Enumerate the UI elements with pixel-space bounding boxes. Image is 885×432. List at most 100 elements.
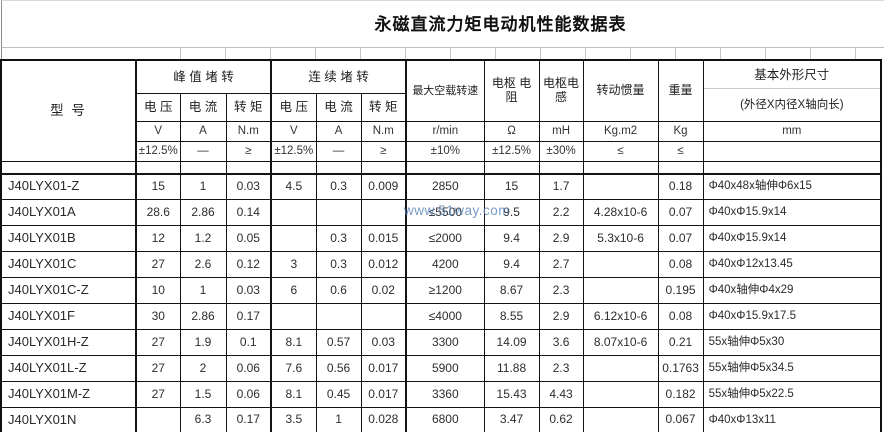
tolerance-cell: ±10% (405, 141, 485, 162)
value-cell: 0.08 (657, 303, 704, 330)
value-cell: 0.028 (360, 407, 407, 432)
header-model: 型 号 (0, 59, 137, 162)
value-cell: 5.3x10-6 (582, 225, 659, 252)
header-moment-of-inertia: 转动惯量 (582, 59, 659, 122)
value-cell: 15 (135, 173, 181, 200)
header-weight: 重量 (657, 59, 704, 122)
value-cell: 0.03 (225, 173, 272, 200)
value-cell: 0.3 (315, 251, 362, 278)
value-cell: 0.06 (225, 381, 272, 408)
spacer-cell (270, 161, 317, 175)
spacer-cell (538, 161, 584, 175)
tolerance-cell: ≤ (582, 141, 659, 162)
spacer-cell (225, 161, 272, 175)
model-cell: J40LYX01C-Z (0, 277, 137, 304)
value-cell (582, 277, 659, 304)
model-cell: J40LYX01N (0, 407, 137, 432)
tolerance-cell: ±12.5% (135, 141, 181, 162)
dimensions-cell: 55x轴伸Φ5x30 (702, 329, 882, 356)
table-row: J40LYX01N 6.3 0.17 3.5 1 0.028 6800 3.47 0.62 0.0… (0, 407, 882, 432)
value-cell: 0.07 (657, 199, 704, 226)
value-cell (360, 303, 407, 330)
spacer-cell (483, 161, 540, 175)
header-cont-voltage: 电 压 (270, 93, 317, 122)
value-cell: 15.43 (483, 381, 540, 408)
spacer-cell (360, 161, 407, 175)
value-cell: 2.86 (179, 303, 227, 330)
value-cell: 2.2 (538, 199, 584, 226)
dimensions-cell: Φ40xΦ12x13.45 (702, 251, 882, 278)
value-cell: 8.67 (483, 277, 540, 304)
value-cell: 0.05 (225, 225, 272, 252)
value-cell: 4.43 (538, 381, 584, 408)
header-max-noload-speed: 最大空载转速 (405, 59, 485, 122)
value-cell: 3.5 (270, 407, 317, 432)
value-cell: 0.14 (225, 199, 272, 226)
title-area: 永磁直流力矩电动机性能数据表 (1, 0, 884, 48)
model-cell: J40LYX01C (0, 251, 137, 278)
value-cell: 0.06 (225, 355, 272, 382)
value-cell: 0.182 (657, 381, 704, 408)
model-cell: J40LYX01B (0, 225, 137, 252)
motor-performance-table: 型 号 峰 值 堵 转 连 续 堵 转 最大空载转速 电枢 电阻 电枢电感 转动… (0, 59, 883, 432)
value-cell: 1 (179, 173, 227, 200)
value-cell: 4.28x10-6 (582, 199, 659, 226)
spacer-cell (405, 161, 485, 175)
value-cell (582, 173, 659, 200)
value-cell: 2.3 (538, 355, 584, 382)
value-cell: 0.009 (360, 173, 407, 200)
value-cell: 14.09 (483, 329, 540, 356)
value-cell: 0.03 (360, 329, 407, 356)
tolerances-row: ±12.5% — ≥ ±12.5% — ≥ ±10% ±12.5% ±30% ≤ ≤ (1, 141, 882, 162)
value-cell: 0.57 (315, 329, 362, 356)
value-cell: 8.1 (270, 329, 317, 356)
dimensions-cell: Φ40x轴伸Φ4x29 (702, 277, 882, 304)
spacer-cell (657, 161, 704, 175)
dimensions-cell: Φ40xΦ13x11 (702, 407, 882, 432)
header-cont-torque: 转 矩 (360, 93, 407, 122)
unit-cell: mH (538, 121, 584, 142)
value-cell: 0.3 (315, 173, 362, 200)
spacer-cell (179, 161, 227, 175)
value-cell (582, 355, 659, 382)
header-continuous-stall-group: 连 续 堵 转 (270, 59, 407, 95)
value-cell: 0.1763 (657, 355, 704, 382)
value-cell: 2.3 (538, 277, 584, 304)
value-cell: 2.6 (179, 251, 227, 278)
table-row: J40LYX01-Z 15 1 0.03 4.5 0.3 0.009 2850 15 1.7 0.1… (0, 173, 882, 200)
value-cell: 4.5 (270, 173, 317, 200)
unit-cell: Kg.m2 (582, 121, 659, 142)
value-cell: 6.12x10-6 (582, 303, 659, 330)
page-title: 永磁直流力矩电动机性能数据表 (374, 15, 627, 34)
table-row: J40LYX01A 28.6 2.86 0.14 ≤5500 9.5 2.2 4.28x10-… (0, 199, 882, 226)
value-cell: 1 (179, 277, 227, 304)
value-cell: 3.47 (483, 407, 540, 432)
tolerance-cell: ≥ (225, 141, 272, 162)
header-peak-torque: 转 矩 (225, 93, 272, 122)
value-cell: 6800 (405, 407, 485, 432)
value-cell: ≥1200 (405, 277, 485, 304)
value-cell: 0.12 (225, 251, 272, 278)
value-cell: 0.3 (315, 225, 362, 252)
value-cell: 0.56 (315, 355, 362, 382)
value-cell: ≤5500 (405, 199, 485, 226)
value-cell (270, 303, 317, 330)
table-row: J40LYX01C-Z 10 1 0.03 6 0.6 0.02 ≥1200 8.67 2.3 0.… (0, 277, 882, 304)
header-dimensions-title: 基本外形尺寸 (704, 61, 881, 90)
value-cell: 1.5 (179, 381, 227, 408)
tolerance-cell: ±30% (538, 141, 584, 162)
value-cell: 2.7 (538, 251, 584, 278)
gridline-ticks (136, 48, 884, 60)
header-peak-stall-group: 峰 值 堵 转 (134, 59, 272, 95)
value-cell (582, 251, 659, 278)
value-cell: 0.195 (657, 277, 704, 304)
value-cell: 4200 (405, 251, 485, 278)
tolerance-cell (702, 141, 882, 162)
value-cell: 3360 (405, 381, 485, 408)
value-cell: 8.07x10-6 (582, 329, 659, 356)
unit-cell: A (315, 121, 362, 142)
table-row: J40LYX01H-Z 27 1.9 0.1 8.1 0.57 0.03 3300 14.09 3… (0, 329, 882, 356)
spacer-cell (135, 161, 181, 175)
